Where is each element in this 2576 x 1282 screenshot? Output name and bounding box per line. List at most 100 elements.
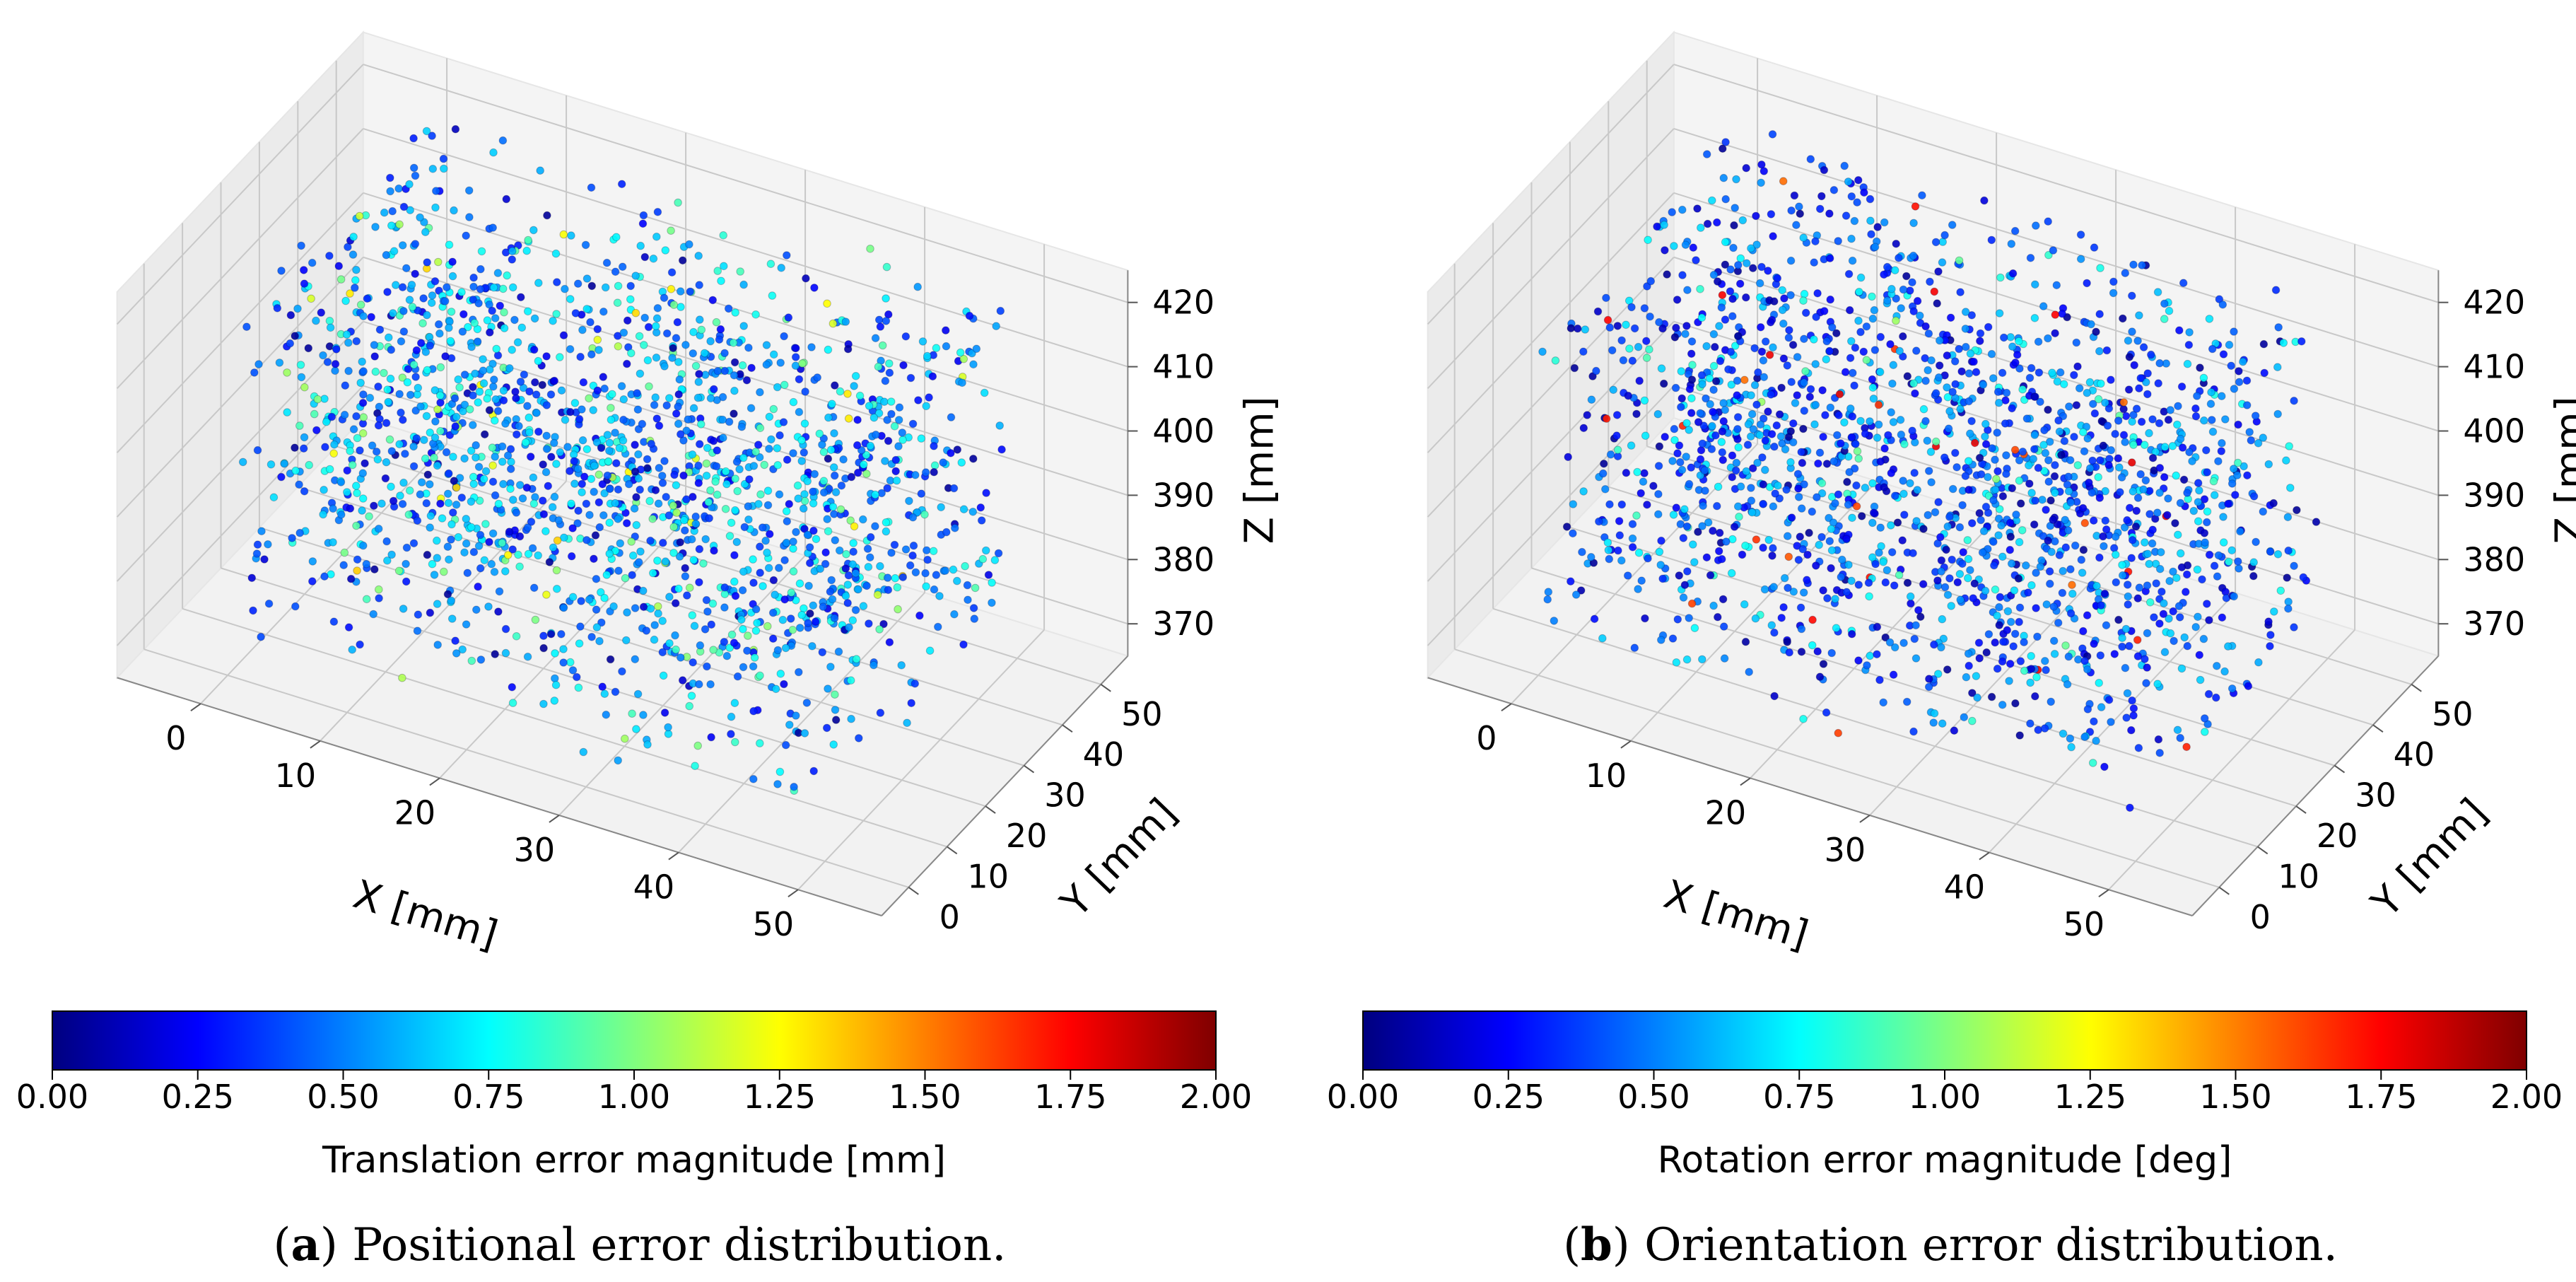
scatter-point <box>352 265 361 274</box>
scatter-point <box>2083 279 2091 288</box>
scatter-point <box>1718 291 1727 300</box>
scatter-point <box>479 379 488 387</box>
scatter-point <box>1787 378 1796 387</box>
scatter-point <box>1866 651 1874 660</box>
scatter-point <box>1899 639 1908 648</box>
scatter-point <box>1982 648 1991 657</box>
scatter-point <box>1768 130 1777 139</box>
scatter-point <box>1757 178 1765 187</box>
scatter-point <box>2008 269 2018 278</box>
scatter-point <box>1639 477 1648 486</box>
scatter-point <box>1908 426 1916 436</box>
scatter-point <box>822 723 831 733</box>
scatter-point <box>1780 294 1788 303</box>
scatter-point <box>2068 589 2077 598</box>
scatter-point <box>2247 436 2256 445</box>
scatter-point <box>476 655 486 664</box>
scatter-point <box>351 276 360 285</box>
scatter-point <box>1628 356 1637 366</box>
scatter-point <box>1685 479 1694 489</box>
scatter-point <box>1862 322 1871 331</box>
scatter-point <box>304 344 313 353</box>
scatter-point <box>1862 356 1871 365</box>
scatter-point <box>821 548 830 557</box>
scatter-point <box>358 494 368 503</box>
scatter-point <box>853 441 862 450</box>
scatter-point <box>409 462 418 471</box>
scatter-point <box>399 202 409 211</box>
scatter-point <box>1819 586 1827 595</box>
scatter-point <box>541 467 551 477</box>
z-axis-label: Z [mm] <box>1236 396 1282 544</box>
scatter-point <box>2143 369 2152 378</box>
scatter-point <box>1721 260 1730 269</box>
scatter-point <box>1840 418 1849 427</box>
scatter-point <box>809 601 818 610</box>
scatter-point <box>1965 369 1974 378</box>
scatter-point <box>1998 492 2008 501</box>
scatter-point <box>797 610 806 619</box>
scatter-point <box>1747 496 1756 505</box>
scatter-point <box>621 573 630 583</box>
scatter-point <box>398 500 407 508</box>
scatter-point <box>677 430 685 438</box>
scatter-point <box>1875 548 1883 557</box>
scatter-point <box>398 241 407 250</box>
scatter-point <box>513 338 522 346</box>
scatter-point <box>2061 543 2071 552</box>
scatter-point <box>502 194 511 204</box>
scatter-point <box>885 638 894 647</box>
scatter-point <box>1972 672 1981 680</box>
scatter-point <box>756 424 765 433</box>
scatter-point <box>397 408 405 417</box>
scatter-point <box>847 714 855 723</box>
scatter-point <box>2235 378 2244 387</box>
scatter-point <box>769 404 778 414</box>
scatter-point <box>682 495 691 504</box>
scatter-point <box>922 582 930 591</box>
scatter-point <box>843 390 852 398</box>
scatter-point <box>745 475 754 484</box>
scatter-point <box>2176 434 2185 443</box>
scatter-point <box>2072 338 2081 347</box>
scatter-point <box>1880 218 1889 227</box>
scatter-point <box>672 481 681 490</box>
scatter-point <box>1655 547 1664 556</box>
scatter-point <box>1998 552 2007 561</box>
scatter-point <box>2233 458 2242 467</box>
scatter-point <box>568 524 577 532</box>
scatter-point <box>695 370 703 378</box>
scatter-point <box>1551 356 1560 365</box>
scatter-point <box>2060 436 2069 445</box>
scatter-point <box>2174 530 2182 540</box>
scatter-point <box>1784 433 1793 441</box>
scatter-point <box>2259 339 2268 349</box>
scatter-point <box>988 578 996 587</box>
scatter-point <box>1685 385 1694 394</box>
scatter-point <box>1868 383 1878 392</box>
scatter-point <box>1869 395 1878 403</box>
scatter-point <box>763 622 772 631</box>
scatter-point <box>2030 314 2039 322</box>
scatter-point <box>881 376 890 385</box>
scatter-point <box>2018 448 2027 456</box>
scatter-point <box>1654 510 1663 519</box>
scatter-point <box>1738 550 1747 559</box>
scatter-point <box>2227 546 2236 555</box>
scatter-point <box>2095 679 2103 687</box>
scatter-point <box>681 564 690 573</box>
scatter-point <box>2015 337 2023 346</box>
scatter-point <box>1640 396 1649 405</box>
scatter-point <box>809 526 818 535</box>
scatter-point <box>373 455 382 464</box>
y-tick-label: 20 <box>1006 817 1048 855</box>
scatter-point <box>2085 478 2093 487</box>
scatter-point <box>2155 489 2164 497</box>
scatter-point <box>2230 327 2238 336</box>
scatter-point <box>803 477 812 486</box>
scatter-point <box>2015 603 2025 612</box>
scatter-point <box>1938 258 1947 267</box>
scatter-point <box>277 472 286 482</box>
colorbar-tick-label: 0.00 <box>16 1078 88 1116</box>
scatter-point <box>622 636 631 645</box>
